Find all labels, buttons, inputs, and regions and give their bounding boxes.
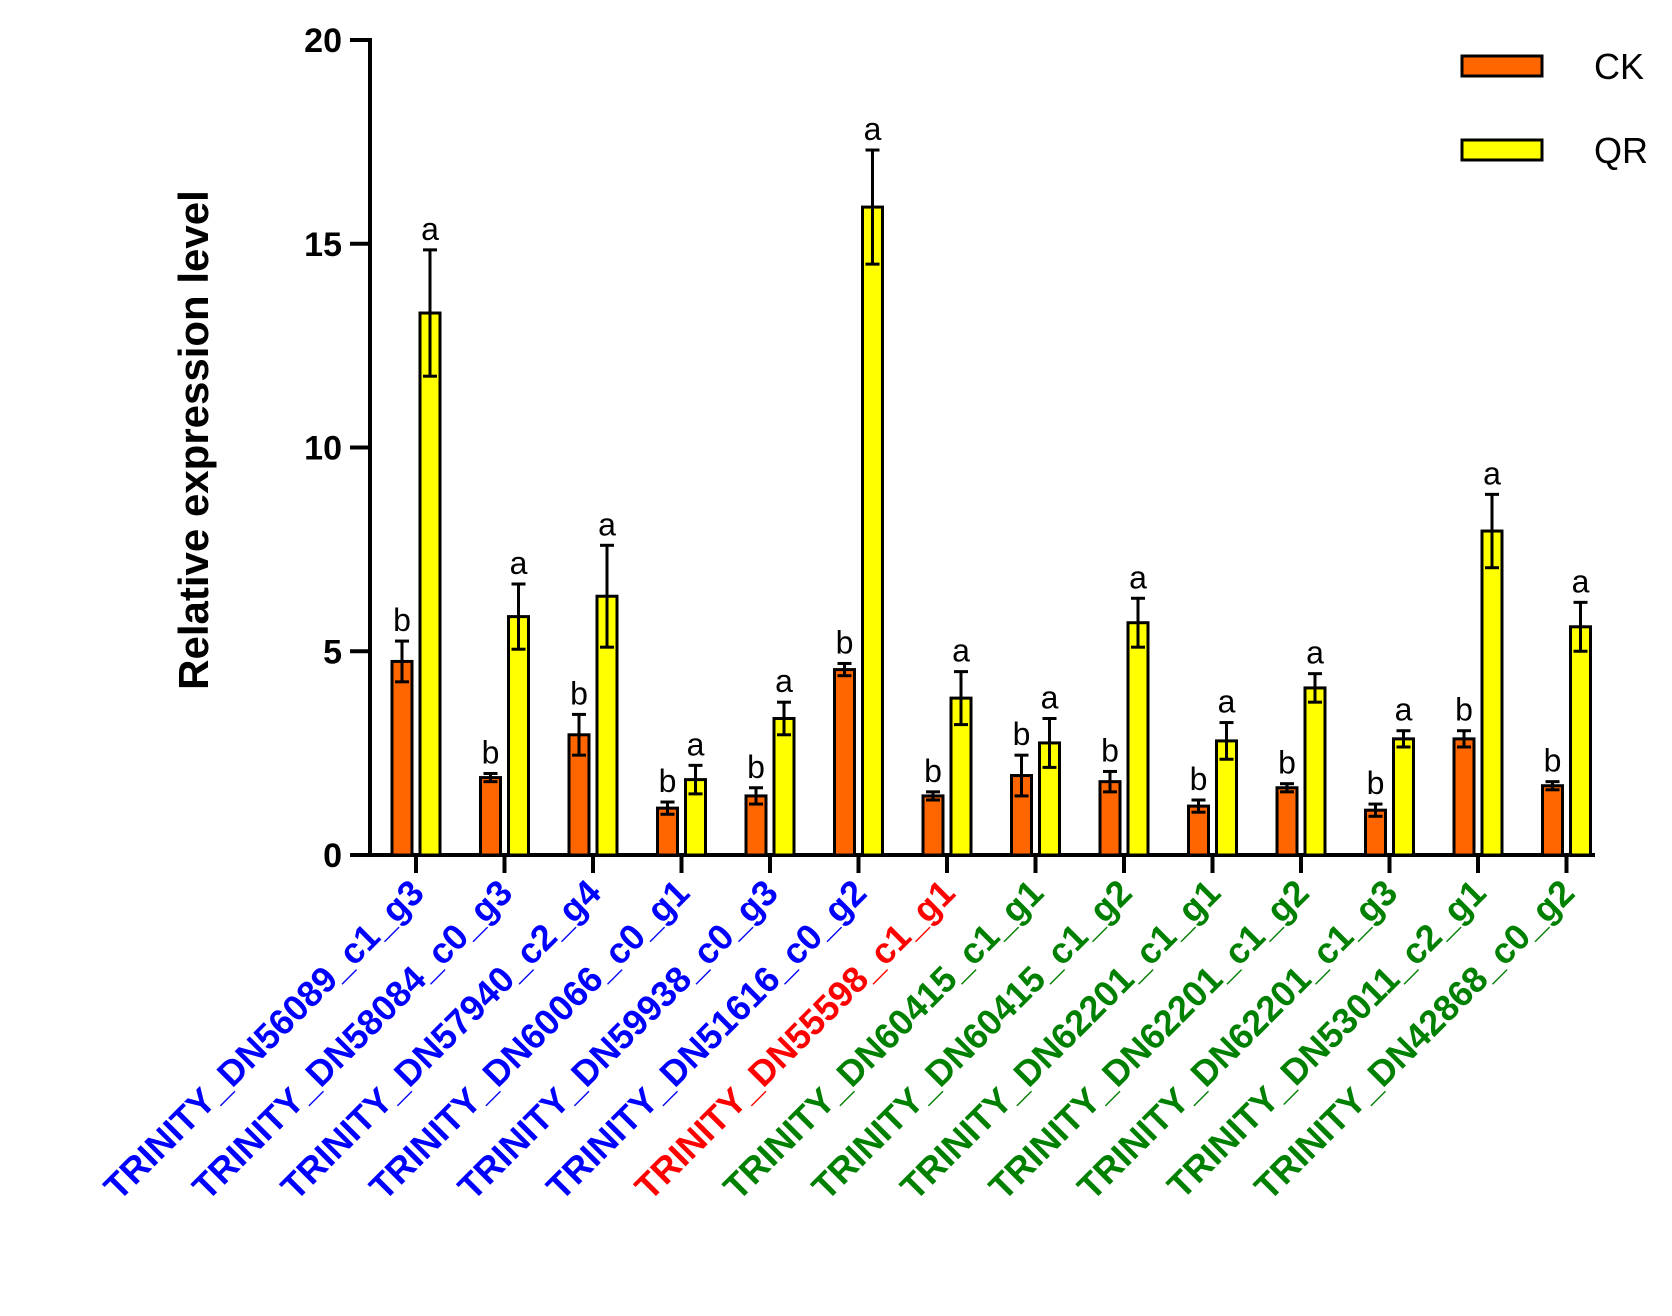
legend: CK QR — [1460, 46, 1648, 171]
bar-qr — [1392, 737, 1415, 857]
significance-label: a — [1306, 635, 1324, 671]
significance-label: a — [864, 111, 882, 147]
significance-label: a — [510, 545, 528, 581]
significance-label: b — [393, 602, 411, 638]
significance-label: b — [659, 763, 677, 799]
bar-qr — [1126, 621, 1150, 857]
y-axis-label: Relative expression level — [170, 190, 217, 690]
significance-label: b — [1455, 692, 1473, 728]
significance-label: a — [1572, 563, 1590, 599]
y-tick-label: 10 — [304, 430, 342, 468]
legend-swatch-ck — [1460, 54, 1544, 78]
y-tick-label: 15 — [304, 226, 342, 264]
significance-label: b — [1278, 745, 1296, 781]
significance-label: a — [1041, 679, 1059, 715]
category-labels: TRINITY_DN56089_c1_g3TRINITY_DN58084_c0_… — [96, 872, 1583, 1208]
bar-ck — [479, 776, 502, 857]
legend-label-qr: QR — [1594, 130, 1648, 171]
significance-label: a — [1129, 559, 1147, 595]
bar-ck — [1275, 786, 1299, 857]
bar-ck — [390, 659, 414, 857]
bar-qr — [1303, 686, 1327, 857]
significance-label: b — [570, 675, 588, 711]
y-tick-label: 5 — [323, 633, 342, 671]
bar-ck — [1541, 784, 1564, 857]
bar-qr — [507, 615, 530, 857]
legend-swatch-qr — [1460, 138, 1544, 162]
bar-qr — [1569, 625, 1592, 857]
significance-label: b — [1101, 732, 1119, 768]
bar-qr — [418, 311, 442, 857]
significance-label: b — [1013, 716, 1031, 752]
significance-label: a — [421, 211, 439, 247]
bar-ck — [1452, 737, 1476, 857]
significance-label: b — [836, 624, 854, 660]
legend-label-ck: CK — [1594, 46, 1644, 87]
significance-label: a — [1218, 684, 1236, 720]
significance-label: a — [1395, 692, 1413, 728]
y-tick-label: 20 — [304, 22, 342, 60]
bar-qr — [772, 716, 796, 857]
significance-label: b — [482, 735, 500, 771]
bar-ck — [833, 668, 856, 857]
significance-label: b — [1190, 761, 1208, 797]
significance-label: b — [747, 749, 765, 785]
significance-label: b — [1367, 765, 1385, 801]
significance-label: a — [598, 506, 616, 542]
significance-label: a — [775, 663, 793, 699]
bar-qr — [1480, 529, 1504, 857]
significance-label: b — [1544, 743, 1562, 779]
significance-label: a — [952, 633, 970, 669]
bar-qr — [861, 205, 884, 857]
bar-ck — [921, 794, 945, 857]
significance-label: a — [1483, 455, 1501, 491]
y-tick-label: 0 — [323, 837, 342, 875]
significance-label: b — [924, 753, 942, 789]
significance-label: a — [687, 726, 705, 762]
